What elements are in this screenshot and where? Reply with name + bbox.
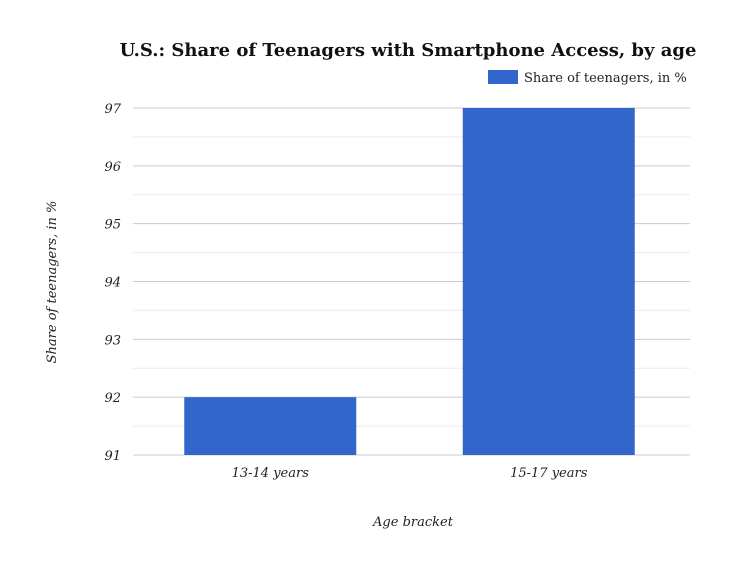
legend-label: Share of teenagers, in % <box>524 71 687 86</box>
x-tick-label: 13-14 years <box>232 466 310 481</box>
chart-title: U.S.: Share of Teenagers with Smartphone… <box>120 40 697 61</box>
y-tick-label: 96 <box>104 160 121 175</box>
y-axis-label: Share of teenagers, in % <box>45 201 60 364</box>
y-tick-label: 94 <box>104 276 121 291</box>
x-axis-label: Age bracket <box>372 515 454 530</box>
y-tick-label: 91 <box>104 449 121 464</box>
bar-15-17-years <box>462 108 635 455</box>
y-tick-label: 95 <box>104 218 121 233</box>
y-tick-label: 92 <box>104 391 121 406</box>
y-tick-label: 97 <box>104 102 121 117</box>
legend: Share of teenagers, in % <box>488 70 687 86</box>
x-tick-label: 15-17 years <box>510 466 588 481</box>
bar-13-14-years <box>184 397 357 455</box>
y-tick-label: 93 <box>104 333 121 348</box>
legend-swatch <box>488 70 518 84</box>
